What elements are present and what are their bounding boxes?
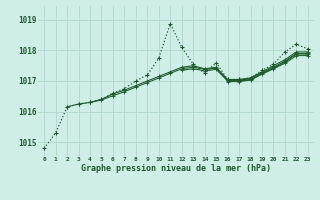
X-axis label: Graphe pression niveau de la mer (hPa): Graphe pression niveau de la mer (hPa) <box>81 164 271 173</box>
